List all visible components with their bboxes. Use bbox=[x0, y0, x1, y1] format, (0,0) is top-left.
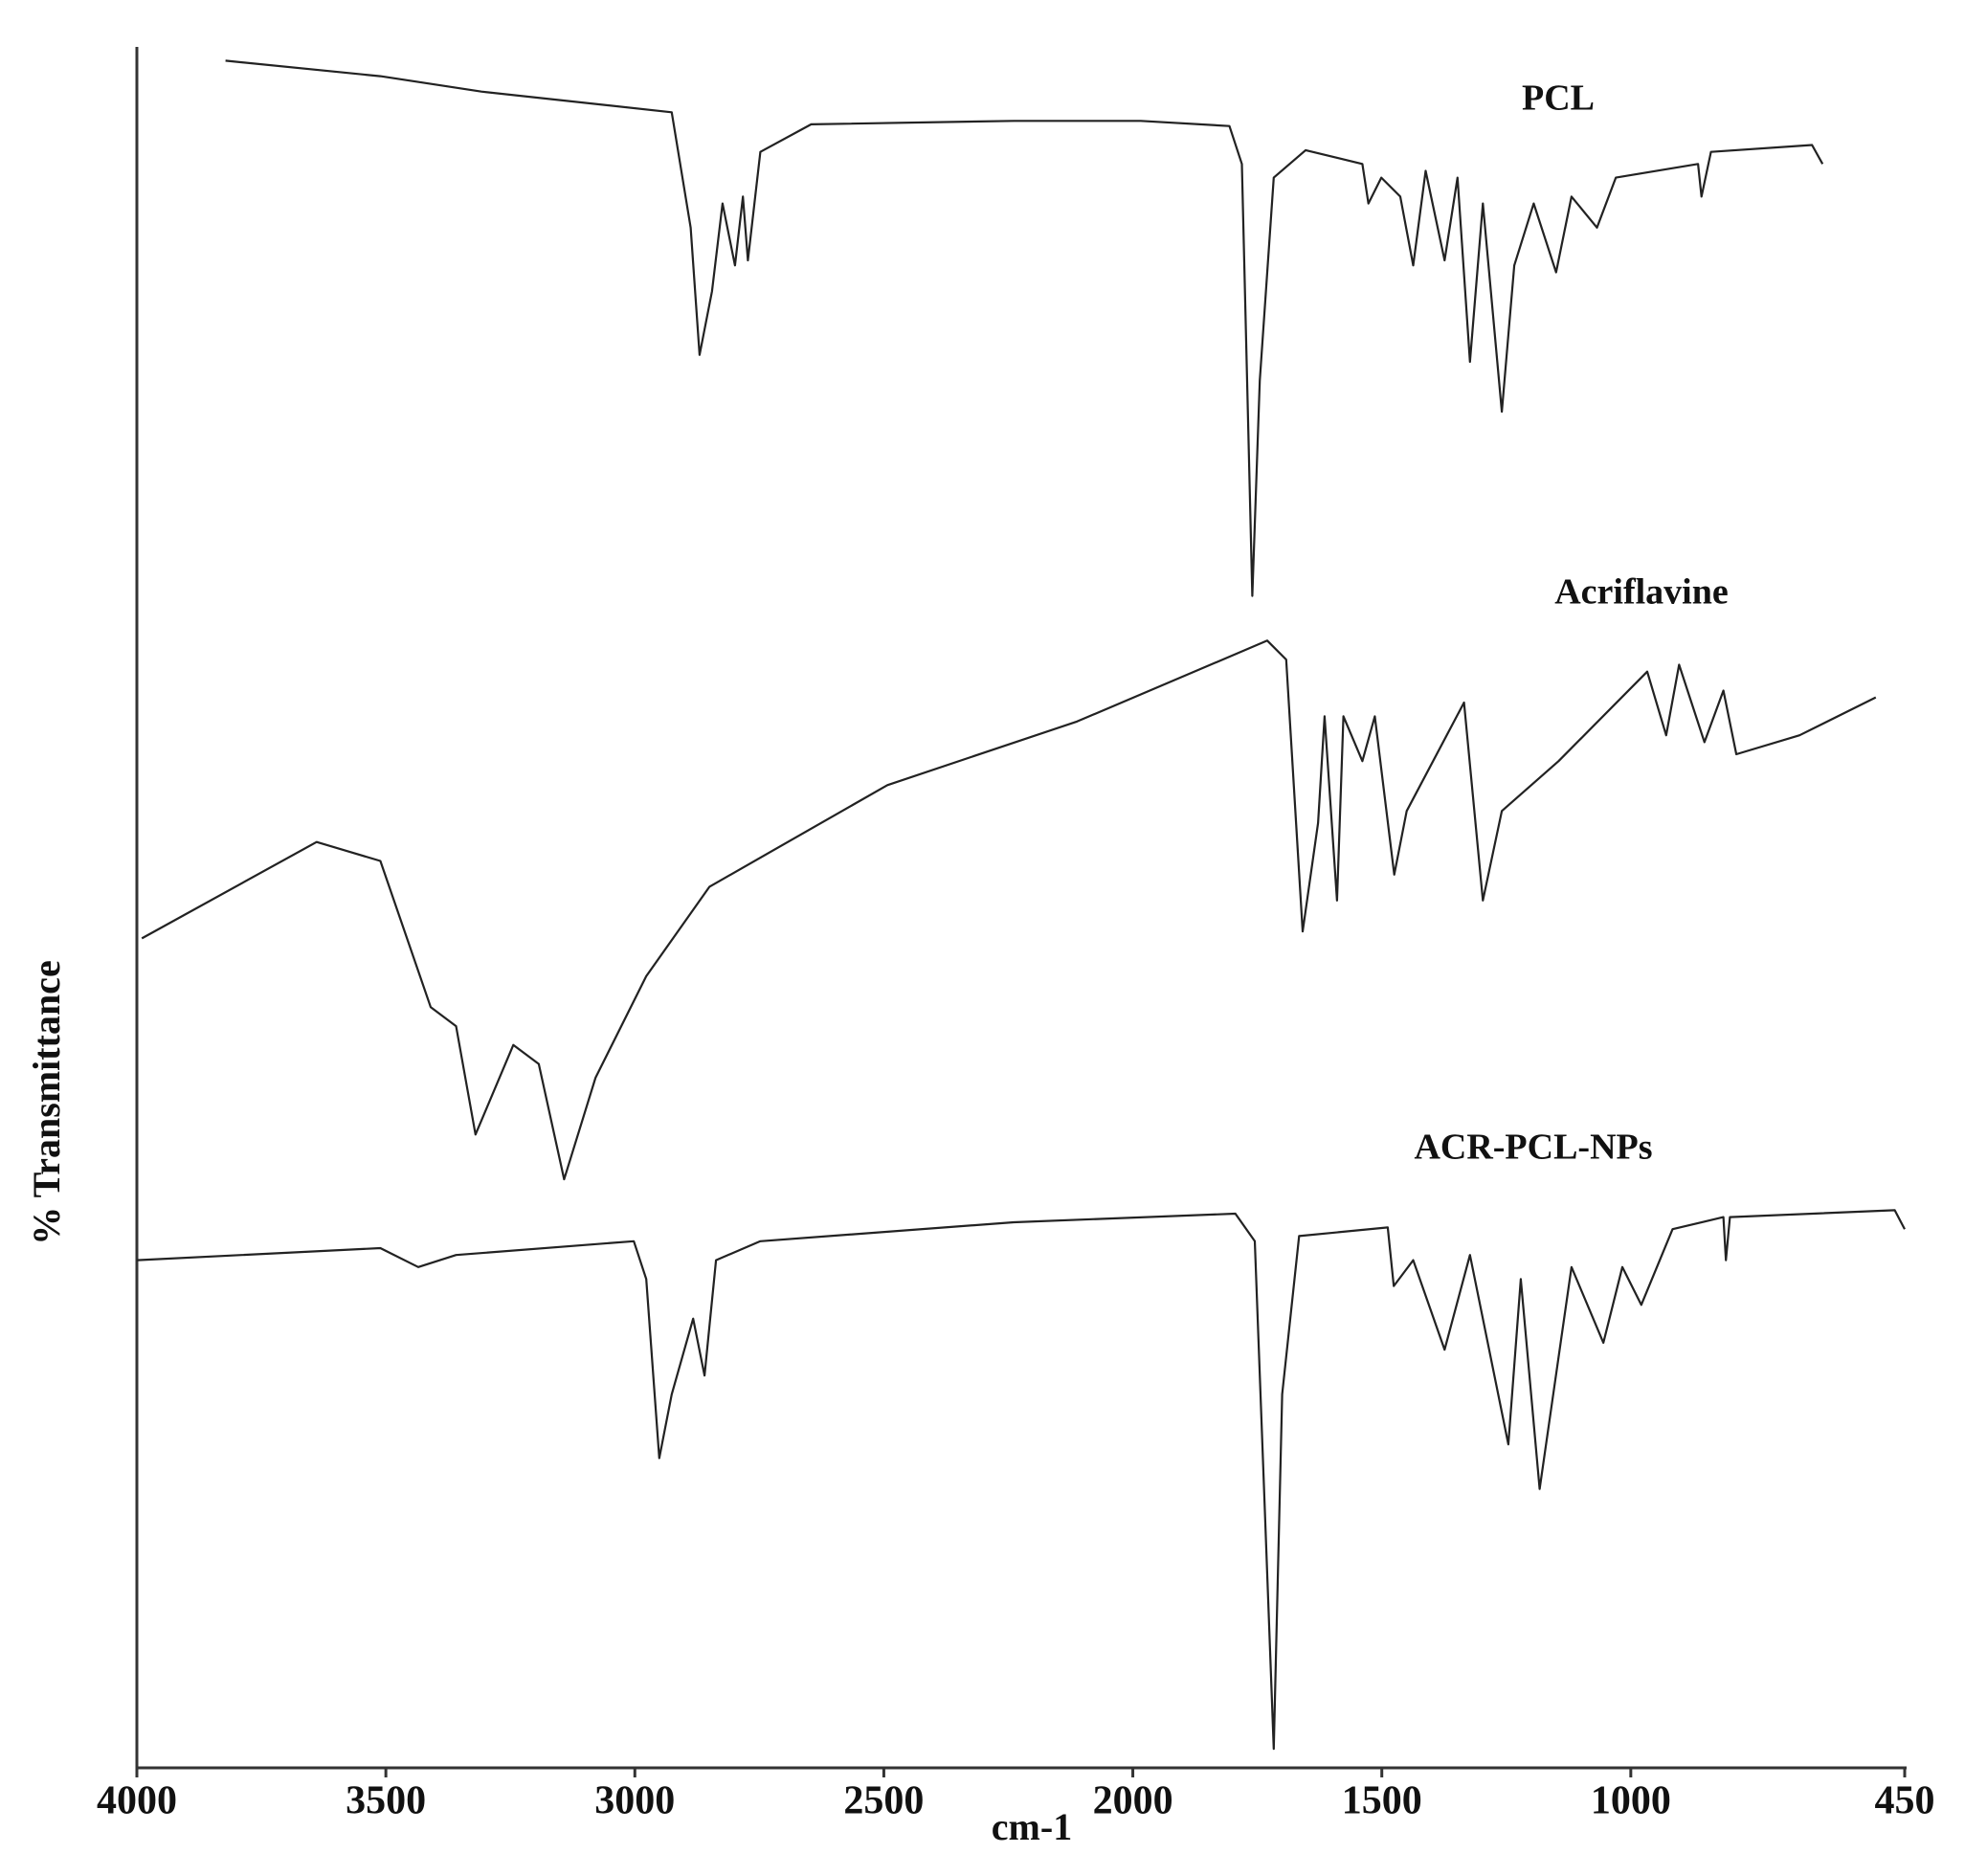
series-label: PCL bbox=[1522, 78, 1595, 119]
y-axis-title: % Transmittance bbox=[25, 960, 68, 1244]
x-tick-label: 4000 bbox=[97, 1779, 177, 1823]
x-tick-label: 1500 bbox=[1342, 1779, 1422, 1823]
x-tick-label: 3500 bbox=[346, 1779, 426, 1823]
x-tick-label: 450 bbox=[1875, 1779, 1935, 1823]
x-axis-title: cm-1 bbox=[992, 1805, 1072, 1848]
spectrum-line bbox=[225, 59, 1824, 597]
x-tick-label: 3000 bbox=[594, 1779, 675, 1823]
series-label: Acriflavine bbox=[1554, 572, 1729, 613]
spectrum-line bbox=[136, 1209, 1906, 1751]
x-tick-label: 1000 bbox=[1591, 1779, 1671, 1823]
x-tick-label: 2000 bbox=[1093, 1779, 1173, 1823]
series-label: ACR-PCL-NPs bbox=[1414, 1128, 1652, 1168]
x-tick-label: 2500 bbox=[843, 1779, 924, 1823]
spectrum-line bbox=[141, 639, 1877, 1181]
